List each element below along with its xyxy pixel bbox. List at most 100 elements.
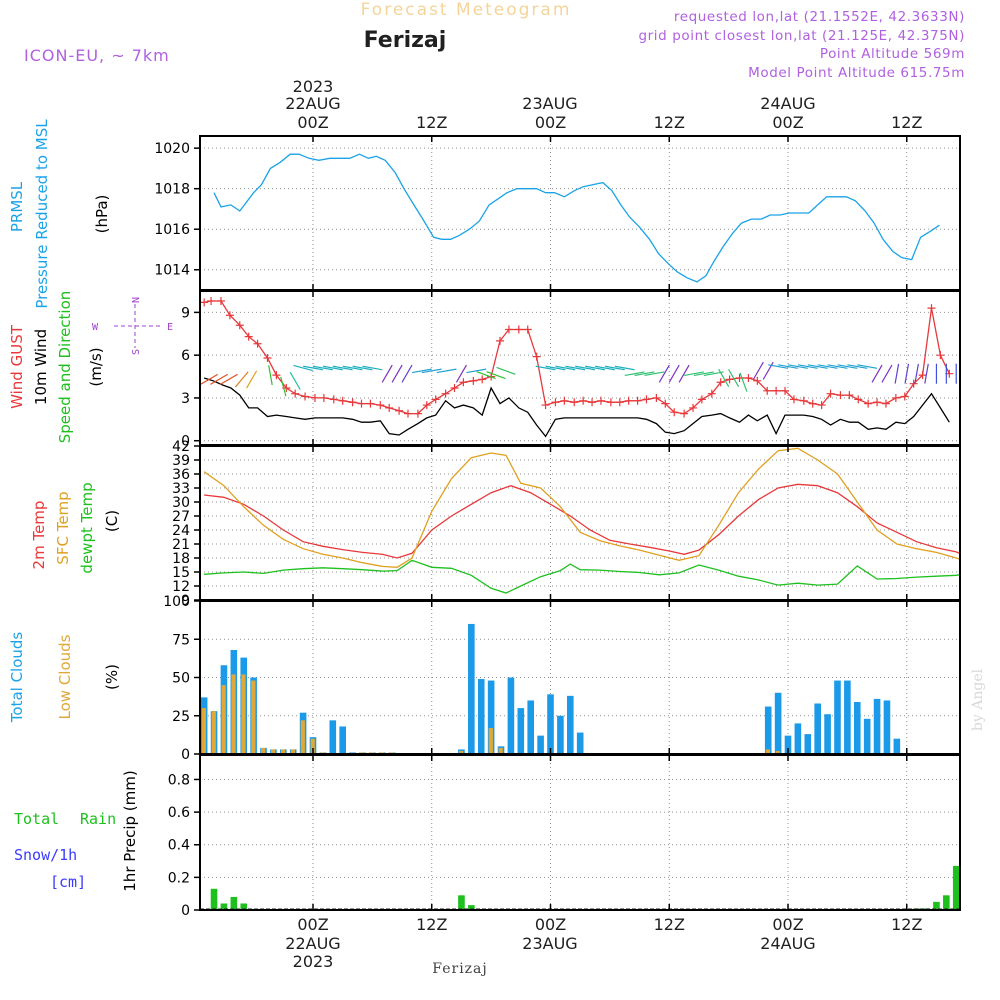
gust-marker xyxy=(348,398,357,407)
wind-direction-arrow xyxy=(555,365,576,371)
gust-marker xyxy=(441,389,450,398)
wind-direction-arrow xyxy=(614,365,635,371)
wind-direction-arrow xyxy=(352,365,373,371)
top-hour-label: 00Z xyxy=(535,113,566,132)
low-cloud-bar xyxy=(775,750,780,754)
gust-marker xyxy=(763,386,772,395)
y-tick-label: 39 xyxy=(172,453,190,469)
precip-unit: 1hr Precip (mm) xyxy=(121,770,139,891)
low-cloud-bar xyxy=(201,708,206,754)
sfc-temp-line xyxy=(203,447,960,568)
gust-marker xyxy=(891,393,900,402)
bottom-date-2: 24AUG xyxy=(760,934,815,953)
gust-marker xyxy=(864,399,873,408)
wind-direction-arrow xyxy=(234,371,249,388)
rain-bar xyxy=(933,901,940,910)
gust-marker xyxy=(725,375,734,384)
wind-direction-arrow xyxy=(857,364,878,369)
location-title: Ferizaj xyxy=(364,28,447,53)
wind-direction-arrow xyxy=(219,373,238,385)
wind-direction-arrow xyxy=(466,368,487,374)
precip-snow-label: Snow/1h xyxy=(14,846,77,864)
total-cloud-bar xyxy=(566,695,574,754)
total-cloud-bar xyxy=(329,720,337,754)
y-tick-label: 1014 xyxy=(154,263,190,279)
bottom-hour-label: 12Z xyxy=(891,915,922,934)
wind-direction-arrow xyxy=(894,363,900,384)
gust-marker xyxy=(596,396,605,405)
wind-direction-arrow xyxy=(401,364,413,383)
gust-marker xyxy=(291,389,300,398)
gust-marker xyxy=(244,332,253,341)
gust-marker xyxy=(881,399,890,408)
wind-direction-arrow xyxy=(881,364,893,383)
requested-coords: requested lon,lat (21.1552E, 42.3633N) xyxy=(674,9,965,25)
compass-e: E xyxy=(167,322,173,333)
wind-direction-arrow xyxy=(827,364,848,369)
low-cloud-bar xyxy=(765,749,771,754)
y-tick-label: 0.6 xyxy=(168,805,190,821)
wind-direction-arrow xyxy=(904,363,910,384)
gust-marker xyxy=(272,371,281,380)
gust-marker xyxy=(207,296,216,305)
top-date-2: 24AUG xyxy=(760,94,815,113)
wind-direction-arrow xyxy=(871,364,883,383)
gust-marker xyxy=(216,296,225,305)
wind-direction-arrow xyxy=(303,365,323,371)
gust-marker xyxy=(799,396,808,405)
wind-speed-line xyxy=(203,377,950,438)
gust-marker xyxy=(459,378,468,387)
total-cloud-bar xyxy=(537,735,544,754)
y-tick-label: 0.4 xyxy=(168,838,190,854)
low-cloud-bar xyxy=(280,749,286,754)
gust-marker xyxy=(263,354,272,363)
low-cloud-bar xyxy=(261,747,266,754)
wind-direction-arrow xyxy=(246,370,258,389)
wind-direction-arrow xyxy=(496,366,516,375)
y-tick-label: 33 xyxy=(172,481,190,497)
rain-bar xyxy=(458,895,465,910)
bottom-hour-label: 00Z xyxy=(297,915,328,934)
wind-direction-arrow xyxy=(575,365,596,371)
y-tick-label: 36 xyxy=(172,467,190,483)
y-tick-label: 1018 xyxy=(154,182,190,198)
total-cloud-bar xyxy=(517,708,525,754)
y-tick-label: 18 xyxy=(172,551,190,567)
wind-direction-arrow xyxy=(807,364,828,369)
gust-marker xyxy=(744,373,753,382)
wind-direction-arrow xyxy=(535,365,556,371)
compass-n: N xyxy=(131,297,142,303)
gust-marker xyxy=(808,399,817,408)
low-cloud-bar xyxy=(488,727,493,754)
grid-point-coords: grid point closest lon,lat (21.125E, 42.… xyxy=(638,28,965,44)
rain-bar xyxy=(230,896,238,910)
y-tick-label: 9 xyxy=(181,593,190,609)
y-tick-label: 1020 xyxy=(154,141,190,157)
total-cloud-bar xyxy=(764,706,772,754)
pressure-unit: (hPa) xyxy=(93,195,111,234)
bottom-hour-label: 00Z xyxy=(772,915,803,934)
footer-location: Ferizaj xyxy=(432,961,487,977)
wind-direction-arrow xyxy=(312,365,333,371)
precip-total-label: Total xyxy=(14,810,59,828)
y-tick-label: 15 xyxy=(172,565,190,581)
wind-direction-arrow xyxy=(476,371,496,380)
wind-direction-arrow xyxy=(762,361,774,380)
total-cloud-bar xyxy=(487,680,495,754)
total-cloud-bar xyxy=(339,726,346,754)
gust-marker xyxy=(422,401,431,410)
compass-rose: N S W E xyxy=(92,297,173,355)
gust-marker xyxy=(478,375,487,384)
gust-marker xyxy=(225,311,234,320)
low-cloud-bar xyxy=(310,738,315,754)
gust-marker xyxy=(357,399,366,408)
low-cloud-bar xyxy=(498,747,503,754)
top-date-0: 22AUG xyxy=(285,94,340,113)
wind-direction-arrow xyxy=(668,364,680,383)
total-cloud-bar xyxy=(873,698,881,754)
total-cloud-bar xyxy=(814,703,821,754)
bottom-year: 2023 xyxy=(293,952,334,971)
low-cloud-bar xyxy=(459,750,464,754)
wind-direction-arrow xyxy=(332,365,353,371)
